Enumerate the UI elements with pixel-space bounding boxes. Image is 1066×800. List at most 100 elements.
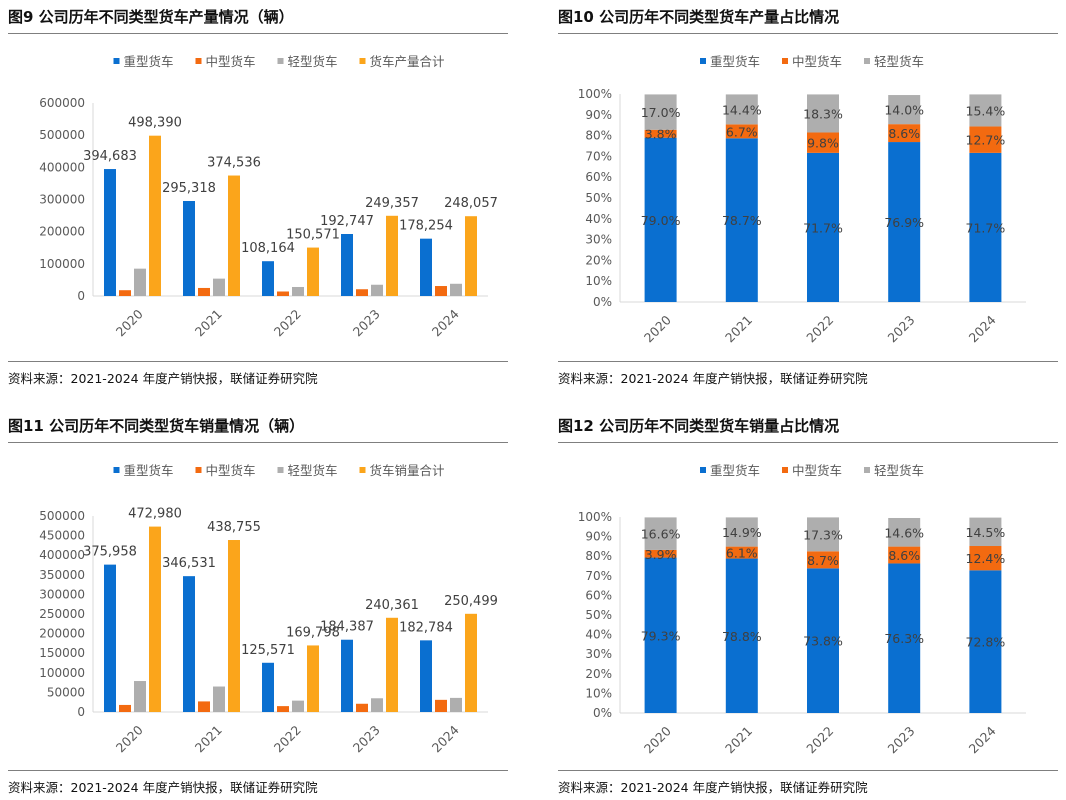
fig11-legend-swatch-heavy [113,467,120,473]
figure-12-source-rule [558,770,1058,771]
figure-9-title-rule [8,33,508,34]
fig11-legend-swatch-light [277,467,284,473]
figure-10-panel: 图10 公司历年不同类型货车产量占比情况 重型货车 中型货车 轻型货车 0% 10% 20… [558,6,1058,391]
figure-10-source-rule [558,361,1058,362]
fig12-segment-label-medium: 8.6% [888,548,920,563]
fig10-ytick-label: 50% [585,191,612,205]
figure-12-source: 资料来源：2021-2024 年度产销快报，联储证券研究院 [558,780,868,795]
fig9-data-label-heavy: 394,683 [83,149,137,164]
fig11-bar-heavy [420,640,432,712]
figure-10-title: 图10 公司历年不同类型货车产量占比情况 [558,8,840,26]
fig9-ytick-label: 300000 [39,193,85,207]
fig10-ytick-label: 20% [585,253,612,267]
fig9-data-label-heavy: 178,254 [399,219,453,234]
fig10-segment-light [969,94,1002,127]
fig11-bar-light [213,686,225,712]
fig12-segment-label-medium: 8.7% [807,553,839,568]
fig11-bar-total [307,645,319,712]
fig10-xtick-label: 2021 [722,312,755,345]
fig12-segment-light [644,517,677,550]
fig11-bar-total [386,617,398,712]
fig12-segment-label-light: 14.6% [884,525,924,540]
figure-11-chart: 重型货车 中型货车 轻型货车 货车销量合计 0 50000 100000 150000 2000… [39,463,498,755]
fig9-ytick-label: 200000 [39,225,85,239]
fig9-ytick-label: 0 [77,289,85,303]
fig12-legend-label-light: 轻型货车 [874,463,924,478]
fig11-ytick-label: 100000 [39,666,85,680]
fig12-segment-light [888,517,921,547]
fig9-bar-light [134,268,146,296]
figure-11-title-rule [8,442,508,443]
fig9-bar-heavy [104,169,116,296]
fig11-bar-heavy [262,662,274,712]
fig9-data-label-heavy: 192,747 [320,214,374,229]
figure-9-title: 图9 公司历年不同类型货车产量情况（辆） [8,8,294,26]
fig10-ytick-label: 30% [585,233,612,247]
fig10-ytick-label: 70% [585,149,612,163]
fig12-legend-label-medium: 中型货车 [792,463,842,478]
fig10-segment-label-heavy: 71.7% [966,220,1006,235]
figure-10-source: 资料来源：2021-2024 年度产销快报，联储证券研究院 [558,371,868,386]
fig10-ytick-label: 100% [578,87,612,101]
fig10-segment-medium [969,126,1002,153]
fig11-bar-light [292,700,304,712]
fig9-legend-swatch-light [277,58,284,64]
fig12-segment-medium [807,551,839,569]
fig9-bar-light [371,284,383,296]
fig9-bar-medium [198,287,210,296]
fig10-segment-label-light: 15.4% [966,103,1006,118]
fig12-segment-heavy [807,568,839,713]
fig10-segment-label-medium: 6.7% [726,124,758,139]
fig10-segment-heavy [969,152,1002,302]
fig11-ytick-label: 350000 [39,568,85,582]
fig9-ytick-label: 400000 [39,160,85,174]
fig9-legend-label-heavy: 重型货车 [124,54,174,69]
fig9-bar-medium [277,291,289,296]
fig10-legend-swatch-medium [782,58,788,64]
fig12-segment-label-heavy: 79.3% [641,628,681,643]
fig10-ytick-label: 10% [585,274,612,288]
fig9-bar-heavy [183,201,195,296]
fig10-segment-label-light: 14.4% [722,102,762,117]
fig11-xtick-label: 2021 [192,722,225,755]
fig12-xtick-label: 2021 [722,723,755,756]
fig11-data-label-heavy: 182,784 [399,620,453,635]
fig9-data-label-total: 374,536 [207,156,261,171]
fig10-xtick-label: 2020 [641,312,674,345]
fig10-legend-swatch-heavy [700,58,706,64]
fig12-ytick-label: 30% [585,647,612,661]
fig9-bar-heavy [341,233,353,296]
fig11-data-label-heavy: 346,531 [162,556,216,571]
fig9-ytick-label: 100000 [39,257,85,271]
fig12-segment-label-medium: 12.4% [966,551,1006,566]
fig11-data-label-total: 250,499 [444,594,498,609]
fig10-segment-light [725,94,758,125]
fig10-xtick-label: 2024 [966,312,999,345]
figure-12-title-rule [558,442,1058,443]
fig12-legend-swatch-heavy [700,467,706,473]
fig12-legend-swatch-medium [782,467,788,473]
fig11-bar-total [465,613,477,712]
fig10-legend: 重型货车 中型货车 轻型货车 [700,54,924,69]
fig12-segment-label-medium: 3.9% [645,547,677,562]
fig9-xtick-label: 2020 [113,306,146,339]
fig9-legend-swatch-medium [195,58,202,64]
fig12-ytick-label: 70% [585,569,612,583]
fig10-segment-heavy [888,142,921,302]
fig11-bar-total [149,526,161,712]
fig11-bar-medium [277,706,289,712]
fig9-bar-medium [356,289,368,296]
fig9-bar-heavy [262,261,274,296]
fig11-bar-light [134,681,146,712]
fig9-data-label-total: 248,057 [444,196,498,211]
fig9-bar-heavy [420,238,432,296]
fig9-bar-light [450,283,462,296]
fig12-legend-swatch-light [864,467,870,473]
fig9-bar-total [307,247,319,296]
fig11-bar-medium [435,699,447,712]
fig12-segment-label-heavy: 76.3% [884,631,924,646]
fig11-ytick-label: 400000 [39,548,85,562]
fig12-segment-label-heavy: 78.8% [722,629,762,644]
figure-12-panel: 图12 公司历年不同类型货车销量占比情况 重型货车 中型货车 轻型货车 0% 10% 20… [558,415,1058,800]
fig11-ytick-label: 250000 [39,607,85,621]
